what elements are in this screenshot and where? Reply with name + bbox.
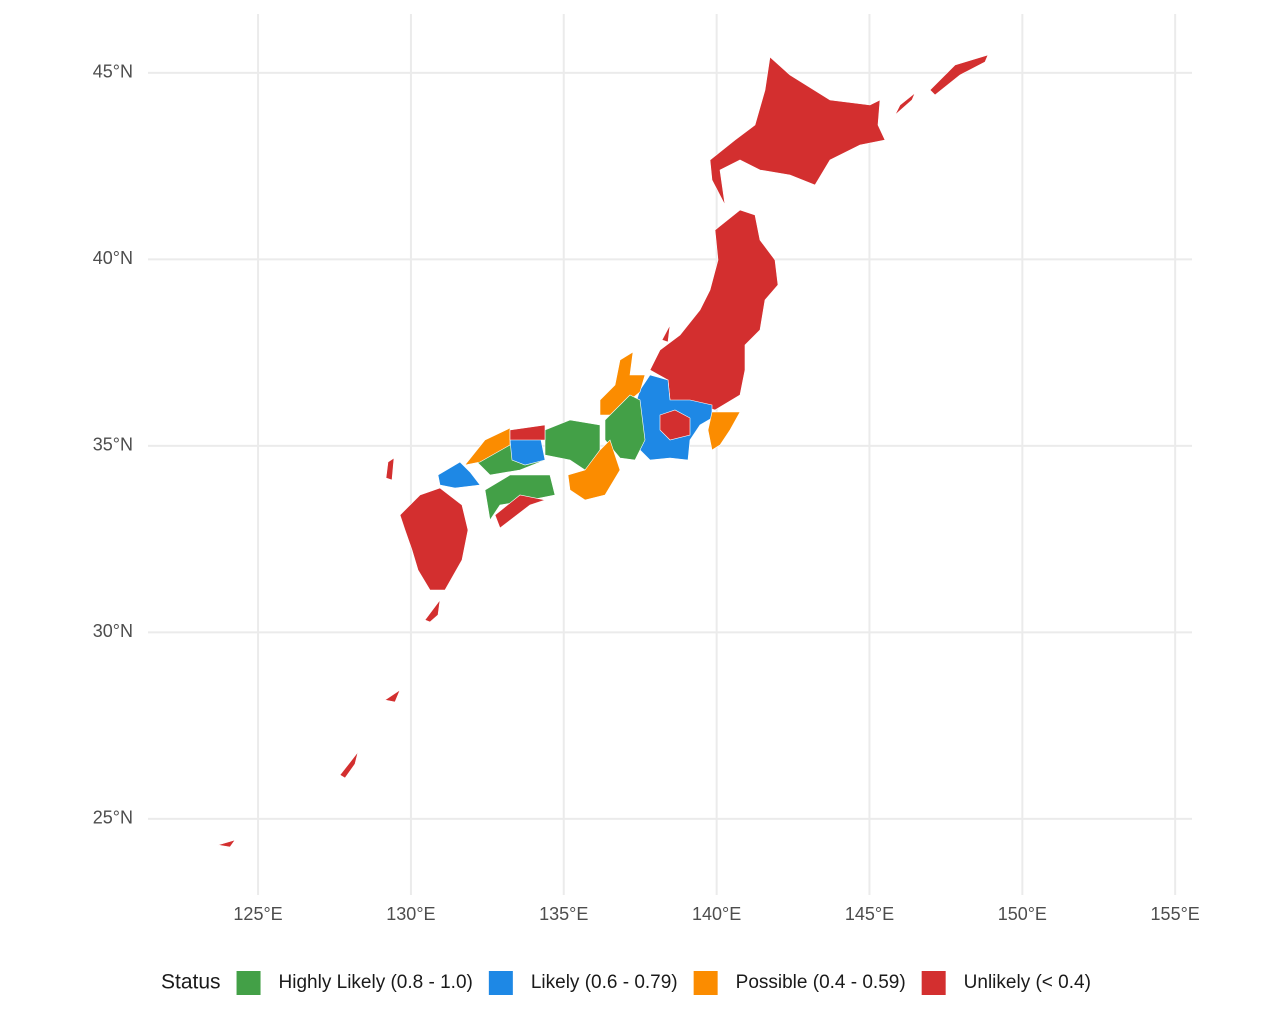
legend-label: Likely (0.6 - 0.79) bbox=[531, 972, 678, 993]
grid bbox=[148, 14, 1192, 895]
region bbox=[707, 411, 741, 451]
region bbox=[567, 439, 621, 501]
region bbox=[509, 424, 546, 441]
y-tick-label: 45°N bbox=[93, 62, 133, 82]
y-tick-label: 40°N bbox=[93, 248, 133, 268]
region bbox=[399, 487, 469, 591]
region bbox=[217, 457, 441, 848]
legend-swatch bbox=[921, 971, 946, 995]
axes: 125°E 130°E 135°E 140°E 145°E 150°E 155°E 25°N 3… bbox=[93, 62, 1200, 924]
x-tick-label: 155°E bbox=[1151, 904, 1200, 924]
x-tick-label: 135°E bbox=[539, 904, 588, 924]
legend-label: Possible (0.4 - 0.59) bbox=[736, 972, 906, 993]
legend-title: Status bbox=[161, 971, 221, 994]
legend-swatch bbox=[488, 971, 513, 995]
legend: Status Highly Likely (0.8 - 1.0) Likely (0… bbox=[161, 971, 1091, 995]
y-tick-label: 30°N bbox=[93, 621, 133, 641]
map bbox=[217, 54, 989, 848]
region bbox=[894, 54, 989, 116]
x-tick-label: 125°E bbox=[233, 904, 282, 924]
y-tick-label: 35°N bbox=[93, 435, 133, 455]
x-tick-label: 130°E bbox=[386, 904, 435, 924]
legend-label: Unlikely (< 0.4) bbox=[964, 972, 1091, 993]
region bbox=[437, 461, 481, 489]
y-tick-label: 25°N bbox=[93, 808, 133, 828]
region bbox=[661, 324, 671, 343]
region bbox=[659, 409, 691, 441]
legend-swatch bbox=[693, 971, 718, 995]
legend-label: Highly Likely (0.8 - 1.0) bbox=[279, 972, 473, 993]
x-tick-label: 145°E bbox=[845, 904, 894, 924]
legend-swatch bbox=[236, 971, 261, 995]
region bbox=[494, 494, 547, 529]
region bbox=[709, 56, 886, 206]
x-tick-label: 140°E bbox=[692, 904, 741, 924]
region bbox=[649, 209, 779, 411]
x-tick-label: 150°E bbox=[998, 904, 1047, 924]
